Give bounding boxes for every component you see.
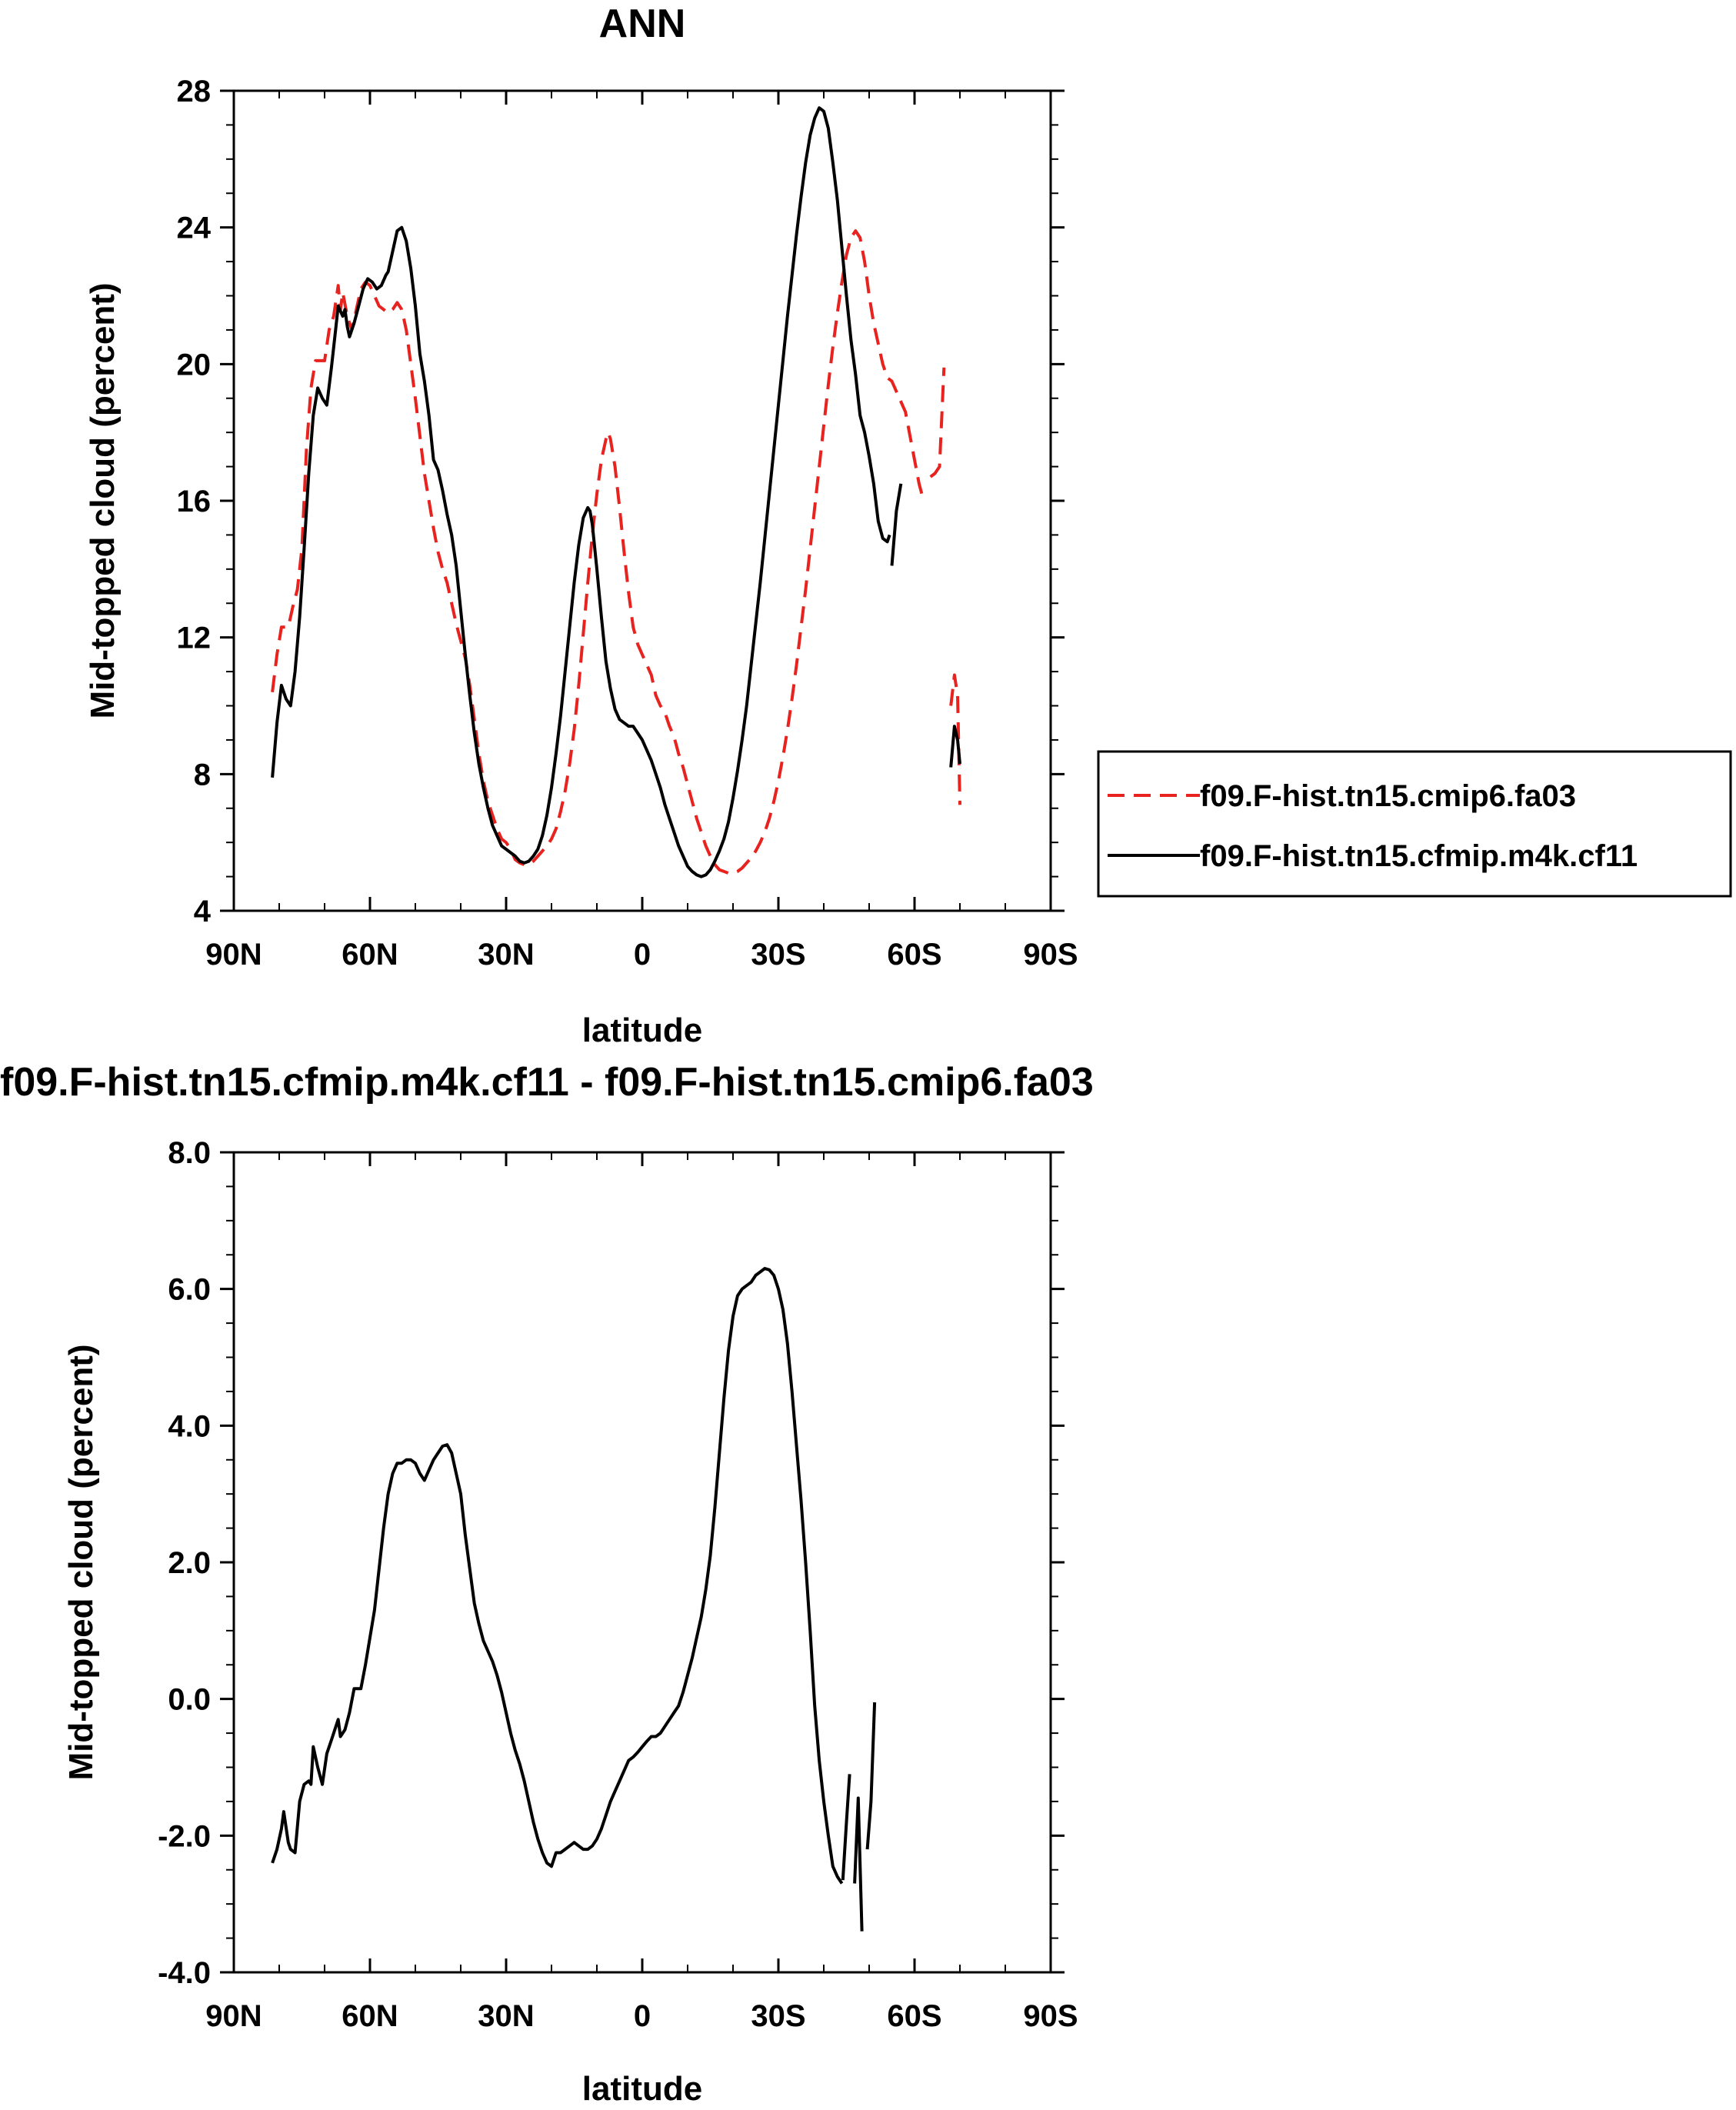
x-tick-label: 60N xyxy=(342,1999,398,2033)
x-tick-label: 90S xyxy=(1023,938,1078,972)
series-line-1-0-segment-2 xyxy=(853,1796,864,1932)
y-tick-label: 6.0 xyxy=(168,1273,211,1307)
x-tick-label: 0 xyxy=(634,1999,651,2033)
top-chart-title: ANN xyxy=(599,2,686,46)
series-line-1-0-segment-1 xyxy=(841,1774,851,1881)
x-tick-label: 60N xyxy=(342,938,398,972)
x-tick-label: 60S xyxy=(887,1999,941,2033)
series-line-0-0-segment-0 xyxy=(271,229,925,875)
y-tick-label: 20 xyxy=(177,348,212,382)
x-tick-label: 90N xyxy=(205,1999,262,2033)
x-tick-label: 30S xyxy=(751,1999,805,2033)
x-tick-label: 30N xyxy=(478,938,534,972)
y-tick-label: 0.0 xyxy=(168,1683,211,1717)
bottom-chart-title: f09.F-hist.tn15.cfmip.m4k.cf11 - f09.F-h… xyxy=(0,1060,1094,1105)
legend-label-cmip6: f09.F-hist.tn15.cmip6.fa03 xyxy=(1200,779,1576,813)
bottom-y-axis-label: Mid-topped cloud (percent) xyxy=(62,1344,100,1780)
bottom-panel: 90N 60N 30N 0 30S 60S 90S -4.0 -2.0 0.0 2.0 4.0 6.0 8… xyxy=(0,1060,1094,2108)
x-tick-label: 90S xyxy=(1023,1999,1078,2033)
x-tick-label: 0 xyxy=(634,938,651,972)
y-tick-label: -2.0 xyxy=(158,1819,211,1853)
series-line-0-0-segment-1 xyxy=(929,367,946,478)
bottom-x-axis-label: latitude xyxy=(582,2070,702,2106)
y-tick-label: 2.0 xyxy=(168,1546,211,1580)
x-tick-label: 60S xyxy=(887,938,941,972)
legend-box xyxy=(1097,750,1732,898)
y-tick-label: -4.0 xyxy=(158,1956,211,1990)
y-tick-label: 12 xyxy=(177,622,212,655)
top-panel: 90N 60N 30N 0 30S 60S 90S 4 8 12 16 20 24 28 ANN lati… xyxy=(84,2,1732,1049)
x-tick-label: 30S xyxy=(751,938,805,972)
y-tick-label: 16 xyxy=(177,485,212,518)
series-line-1-0-segment-3 xyxy=(865,1702,877,1850)
y-tick-label: 8 xyxy=(194,758,211,792)
legend-label-cfmip: f09.F-hist.tn15.cfmip.m4k.cf11 xyxy=(1200,839,1638,873)
x-tick-label: 30N xyxy=(478,1999,534,2033)
bottom-series-group xyxy=(271,1267,877,1932)
x-tick-label: 90N xyxy=(205,938,262,972)
series-line-0-1-segment-2 xyxy=(949,725,961,768)
y-tick-label: 4 xyxy=(194,895,212,928)
y-tick-label: 4.0 xyxy=(168,1409,211,1443)
top-y-axis-label: Mid-topped cloud (percent) xyxy=(84,282,122,718)
top-tick-group: 90N 60N 30N 0 30S 60S 90S 4 8 12 16 20 24 28 xyxy=(177,75,1078,972)
series-line-1-0-segment-0 xyxy=(271,1267,844,1885)
y-tick-label: 28 xyxy=(177,75,212,108)
bottom-tick-group: 90N 60N 30N 0 30S 60S 90S -4.0 -2.0 0.0 2.0 4.0 6.0 8… xyxy=(158,1136,1078,2033)
top-series-group xyxy=(271,106,961,878)
y-tick-label: 8.0 xyxy=(168,1136,211,1170)
series-line-0-1-segment-0 xyxy=(271,106,891,878)
y-tick-label: 24 xyxy=(177,212,212,245)
series-line-0-1-segment-1 xyxy=(890,483,903,566)
top-x-axis-label: latitude xyxy=(582,1012,702,1049)
legend: f09.F-hist.tn15.cmip6.fa03 f09.F-hist.tn… xyxy=(1097,750,1732,898)
